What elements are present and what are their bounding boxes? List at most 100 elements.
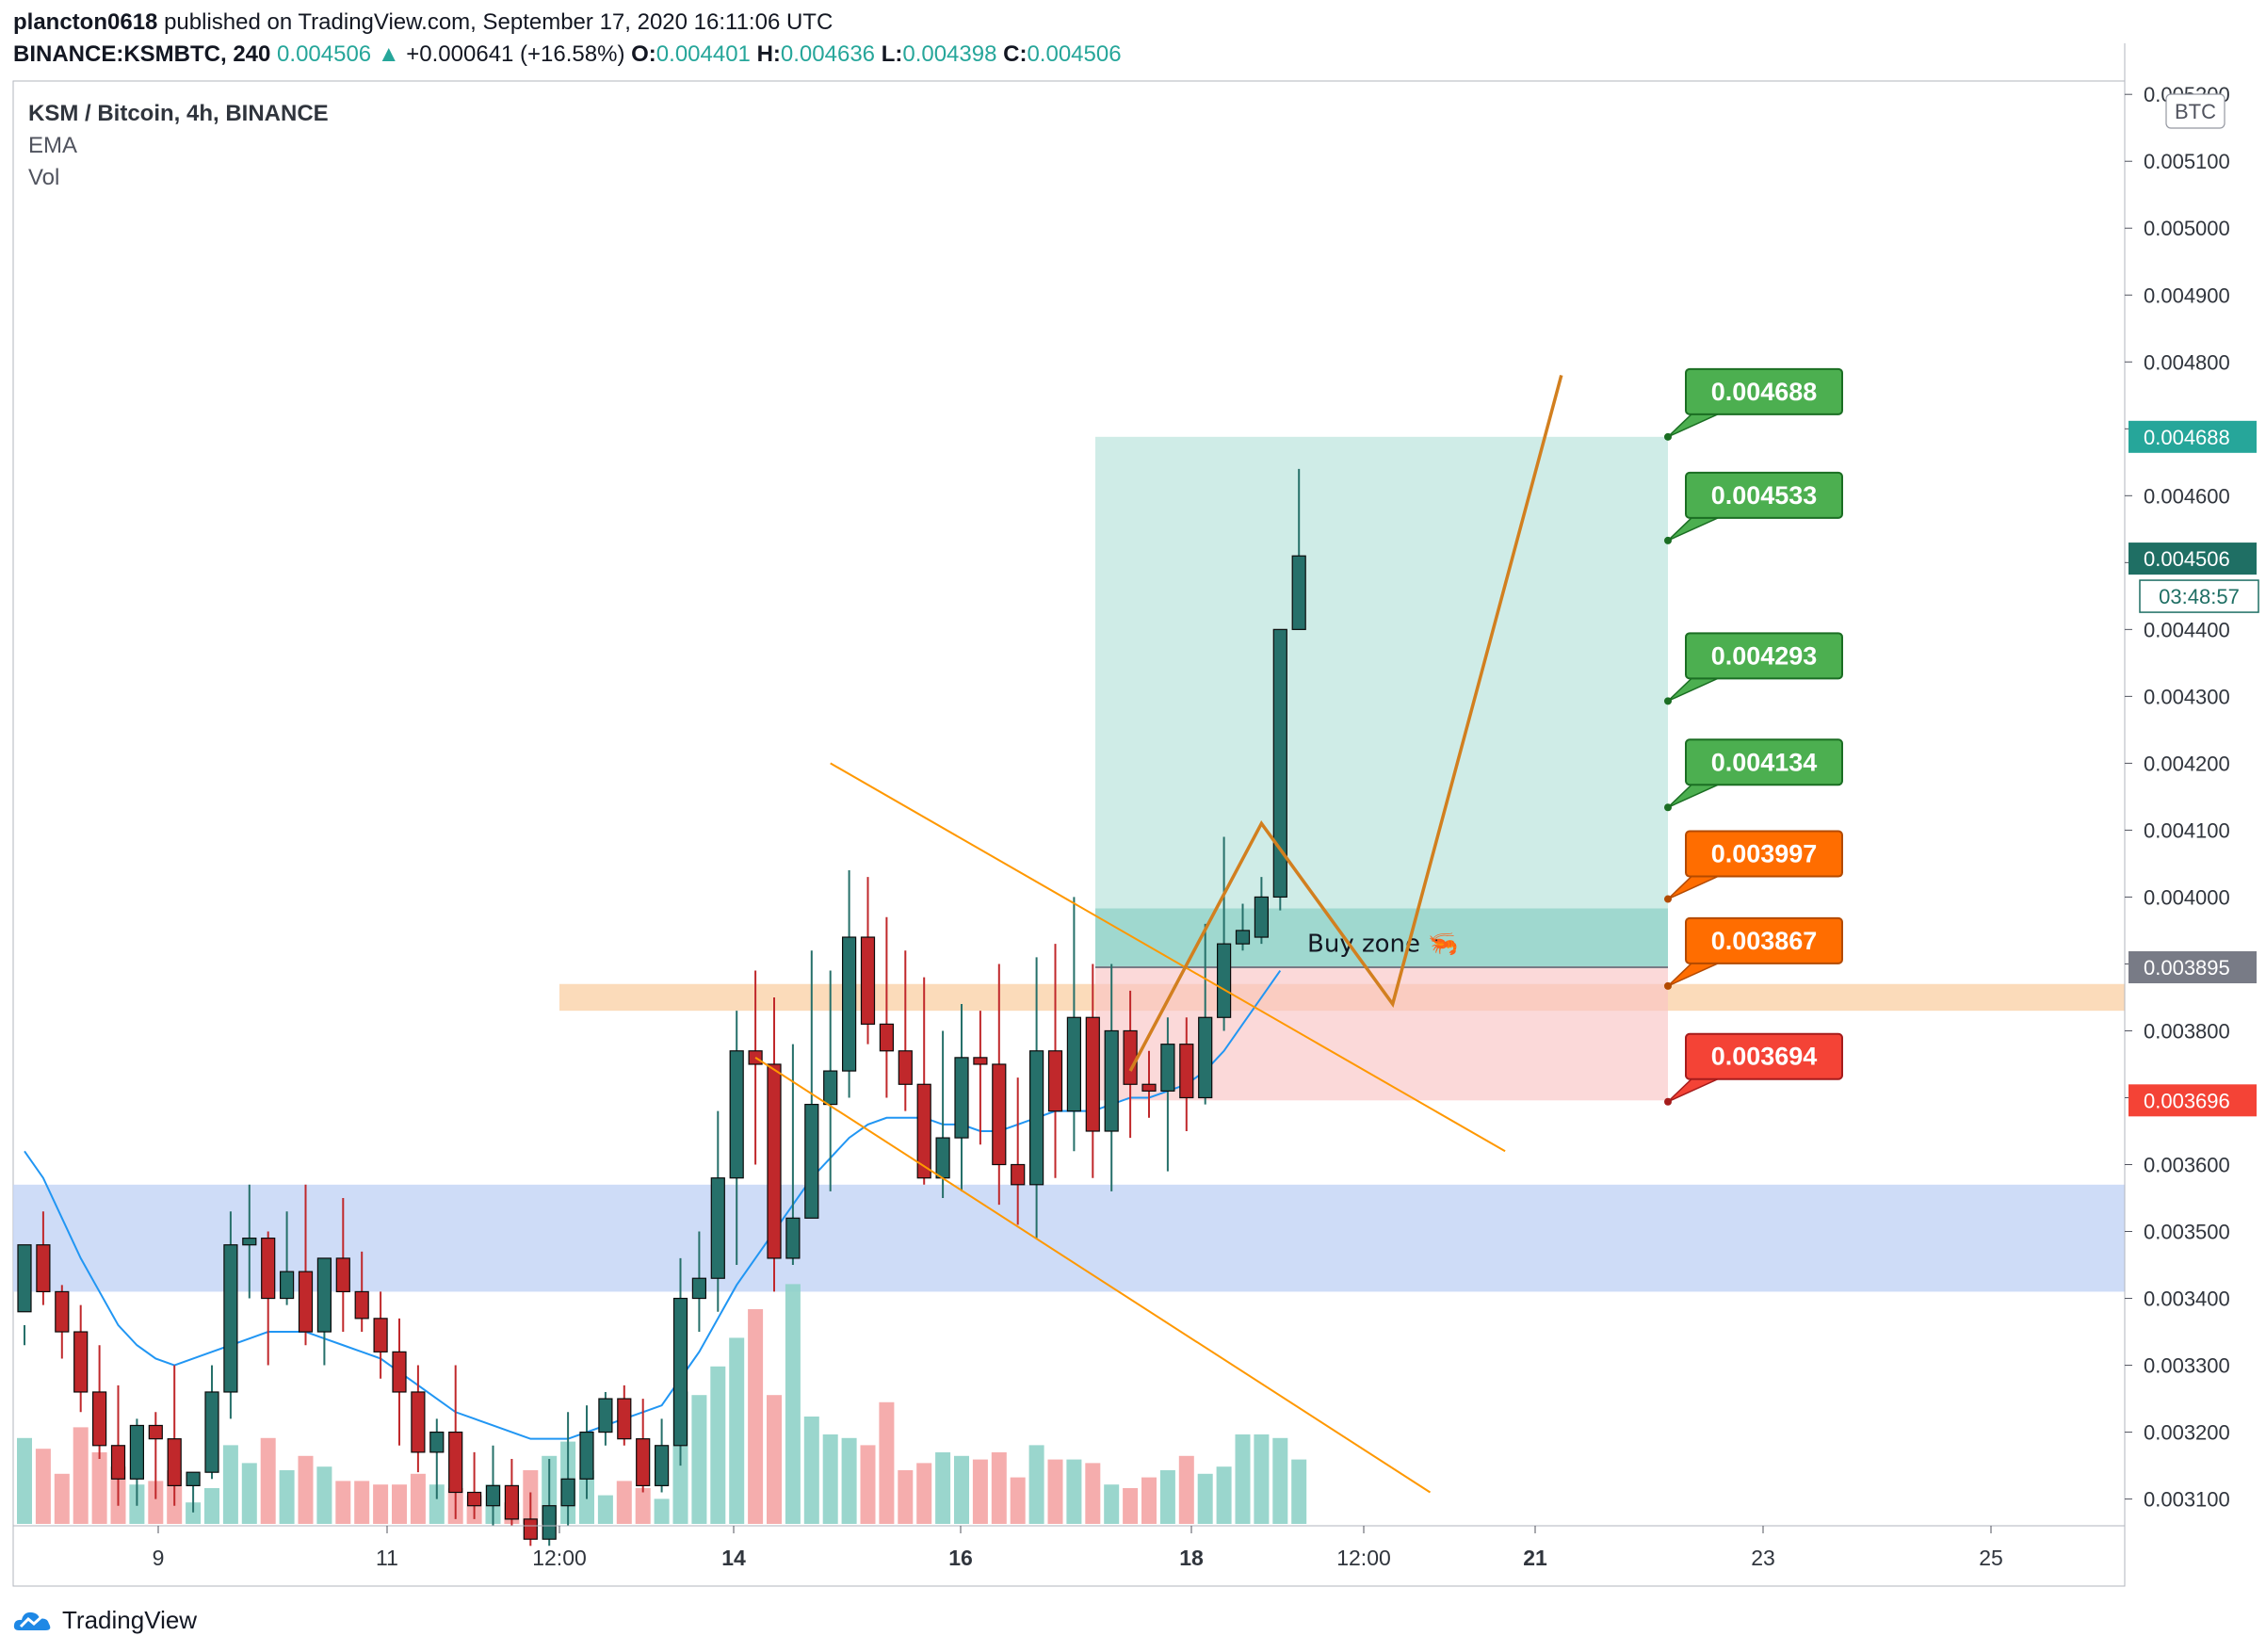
bear-candle bbox=[916, 1083, 931, 1179]
bear-candle bbox=[767, 1063, 782, 1259]
y-tick-label: 0.003100 bbox=[2144, 1488, 2230, 1512]
volume-bar bbox=[954, 1455, 969, 1524]
volume-bar bbox=[1197, 1473, 1213, 1524]
y-tick-label: 0.003200 bbox=[2144, 1421, 2230, 1445]
bull-candle bbox=[129, 1424, 144, 1480]
volume-bar bbox=[1085, 1463, 1101, 1524]
bull-candle bbox=[280, 1271, 295, 1300]
callout-anchor bbox=[1664, 432, 1672, 441]
volume-bar bbox=[186, 1502, 202, 1524]
bear-candle bbox=[879, 1023, 895, 1052]
price-tag-label: 0.004688 bbox=[2144, 426, 2230, 449]
volume-bar bbox=[429, 1484, 445, 1524]
volume-bar bbox=[1159, 1470, 1175, 1524]
bull-candle bbox=[1104, 1029, 1119, 1132]
volume-bar bbox=[35, 1449, 51, 1524]
trend-line bbox=[754, 1057, 1432, 1494]
y-tick-label: 0.004600 bbox=[2144, 484, 2230, 508]
volume-bar bbox=[803, 1417, 819, 1524]
volume-bar bbox=[710, 1366, 726, 1524]
high-label: H: bbox=[756, 41, 781, 67]
bull-candle bbox=[710, 1177, 725, 1279]
bull-candle bbox=[1216, 943, 1232, 1018]
callout-label: 0.003694 bbox=[1711, 1043, 1818, 1071]
callout-box bbox=[1685, 738, 1843, 786]
bull-candle bbox=[804, 1103, 819, 1219]
chart-legend: KSM / Bitcoin, 4h, BINANCE EMA Vol bbox=[28, 98, 329, 194]
bull-candle bbox=[1254, 896, 1270, 938]
bear-candle bbox=[36, 1244, 51, 1293]
legend-title[interactable]: KSM / Bitcoin, 4h, BINANCE bbox=[28, 101, 329, 126]
y-tick-label: 0.005100 bbox=[2144, 150, 2230, 173]
bull-candle bbox=[1291, 555, 1306, 630]
bull-candle bbox=[691, 1277, 707, 1300]
bear-candle bbox=[55, 1290, 70, 1333]
x-tick-label: 12:00 bbox=[532, 1546, 587, 1570]
volume-bar bbox=[1254, 1434, 1270, 1524]
projection-path bbox=[1128, 375, 1563, 1072]
callout-label: 0.003867 bbox=[1711, 927, 1818, 955]
volume-bar bbox=[260, 1437, 276, 1524]
bull-candle bbox=[223, 1244, 238, 1393]
tradingview-logo[interactable]: TradingView bbox=[13, 1601, 197, 1639]
legend-vol[interactable]: Vol bbox=[28, 165, 60, 190]
price-tag bbox=[2128, 543, 2257, 575]
bull-candle bbox=[729, 1050, 744, 1179]
bull-candle bbox=[1198, 1016, 1213, 1099]
volume-bar bbox=[1272, 1437, 1288, 1524]
bull-candle bbox=[485, 1484, 501, 1507]
y-tick-label: 0.003800 bbox=[2144, 1019, 2230, 1043]
volume-bar bbox=[91, 1452, 107, 1524]
price-change: +0.000641 (+16.58%) bbox=[406, 41, 625, 67]
last-price: 0.004506 bbox=[277, 41, 372, 67]
bear-candle bbox=[261, 1238, 276, 1300]
y-tick-label: 0.003300 bbox=[2144, 1354, 2230, 1378]
volume-bar bbox=[1235, 1434, 1251, 1524]
price-tag-label: 0.004506 bbox=[2144, 547, 2230, 571]
volume-bar bbox=[1123, 1488, 1139, 1524]
volume-bar bbox=[1028, 1445, 1044, 1524]
high-value: 0.004636 bbox=[780, 41, 876, 67]
bear-candle bbox=[1179, 1044, 1194, 1099]
price-tag-label: 0.003895 bbox=[2144, 956, 2230, 980]
bear-candle bbox=[617, 1398, 632, 1440]
bear-candle bbox=[110, 1445, 126, 1480]
callout-label: 0.004533 bbox=[1711, 481, 1818, 510]
bear-candle bbox=[91, 1391, 107, 1447]
legend-ema[interactable]: EMA bbox=[28, 133, 78, 158]
bull-candle bbox=[242, 1238, 257, 1246]
volume-bar bbox=[597, 1495, 613, 1524]
bear-candle bbox=[411, 1391, 426, 1453]
y-tick-label: 0.003500 bbox=[2144, 1221, 2230, 1244]
volume-bar bbox=[373, 1484, 389, 1524]
volume-bar bbox=[898, 1470, 914, 1524]
bear-candle bbox=[335, 1257, 350, 1293]
volume-bar bbox=[1047, 1459, 1063, 1524]
volume-bar bbox=[241, 1463, 257, 1524]
volume-bar bbox=[935, 1452, 951, 1524]
bull-candle bbox=[785, 1217, 801, 1259]
bull-candle bbox=[204, 1391, 219, 1473]
open-label: O: bbox=[631, 41, 656, 67]
bear-candle bbox=[973, 1057, 988, 1065]
y-tick-label: 0.005000 bbox=[2144, 217, 2230, 240]
x-tick-label: 23 bbox=[1751, 1546, 1775, 1570]
callout-anchor bbox=[1664, 536, 1672, 544]
y-tick-label: 0.004800 bbox=[2144, 350, 2230, 374]
tradingview-cloud-icon bbox=[13, 1612, 51, 1630]
bull-candle bbox=[316, 1257, 332, 1333]
open-value: 0.004401 bbox=[656, 41, 751, 67]
x-tick-label: 11 bbox=[376, 1546, 398, 1570]
bull-candle bbox=[560, 1478, 575, 1507]
bull-candle bbox=[672, 1297, 688, 1447]
author-name[interactable]: plancton0618 bbox=[13, 9, 158, 35]
bear-candle bbox=[392, 1351, 407, 1393]
callout-box bbox=[1685, 367, 1843, 415]
volume-bar bbox=[335, 1481, 351, 1524]
x-tick-label: 12:00 bbox=[1336, 1546, 1391, 1570]
callout-anchor bbox=[1664, 1097, 1672, 1106]
bear-candle bbox=[73, 1331, 89, 1393]
volume-bar bbox=[635, 1488, 651, 1524]
volume-bar bbox=[879, 1401, 895, 1524]
